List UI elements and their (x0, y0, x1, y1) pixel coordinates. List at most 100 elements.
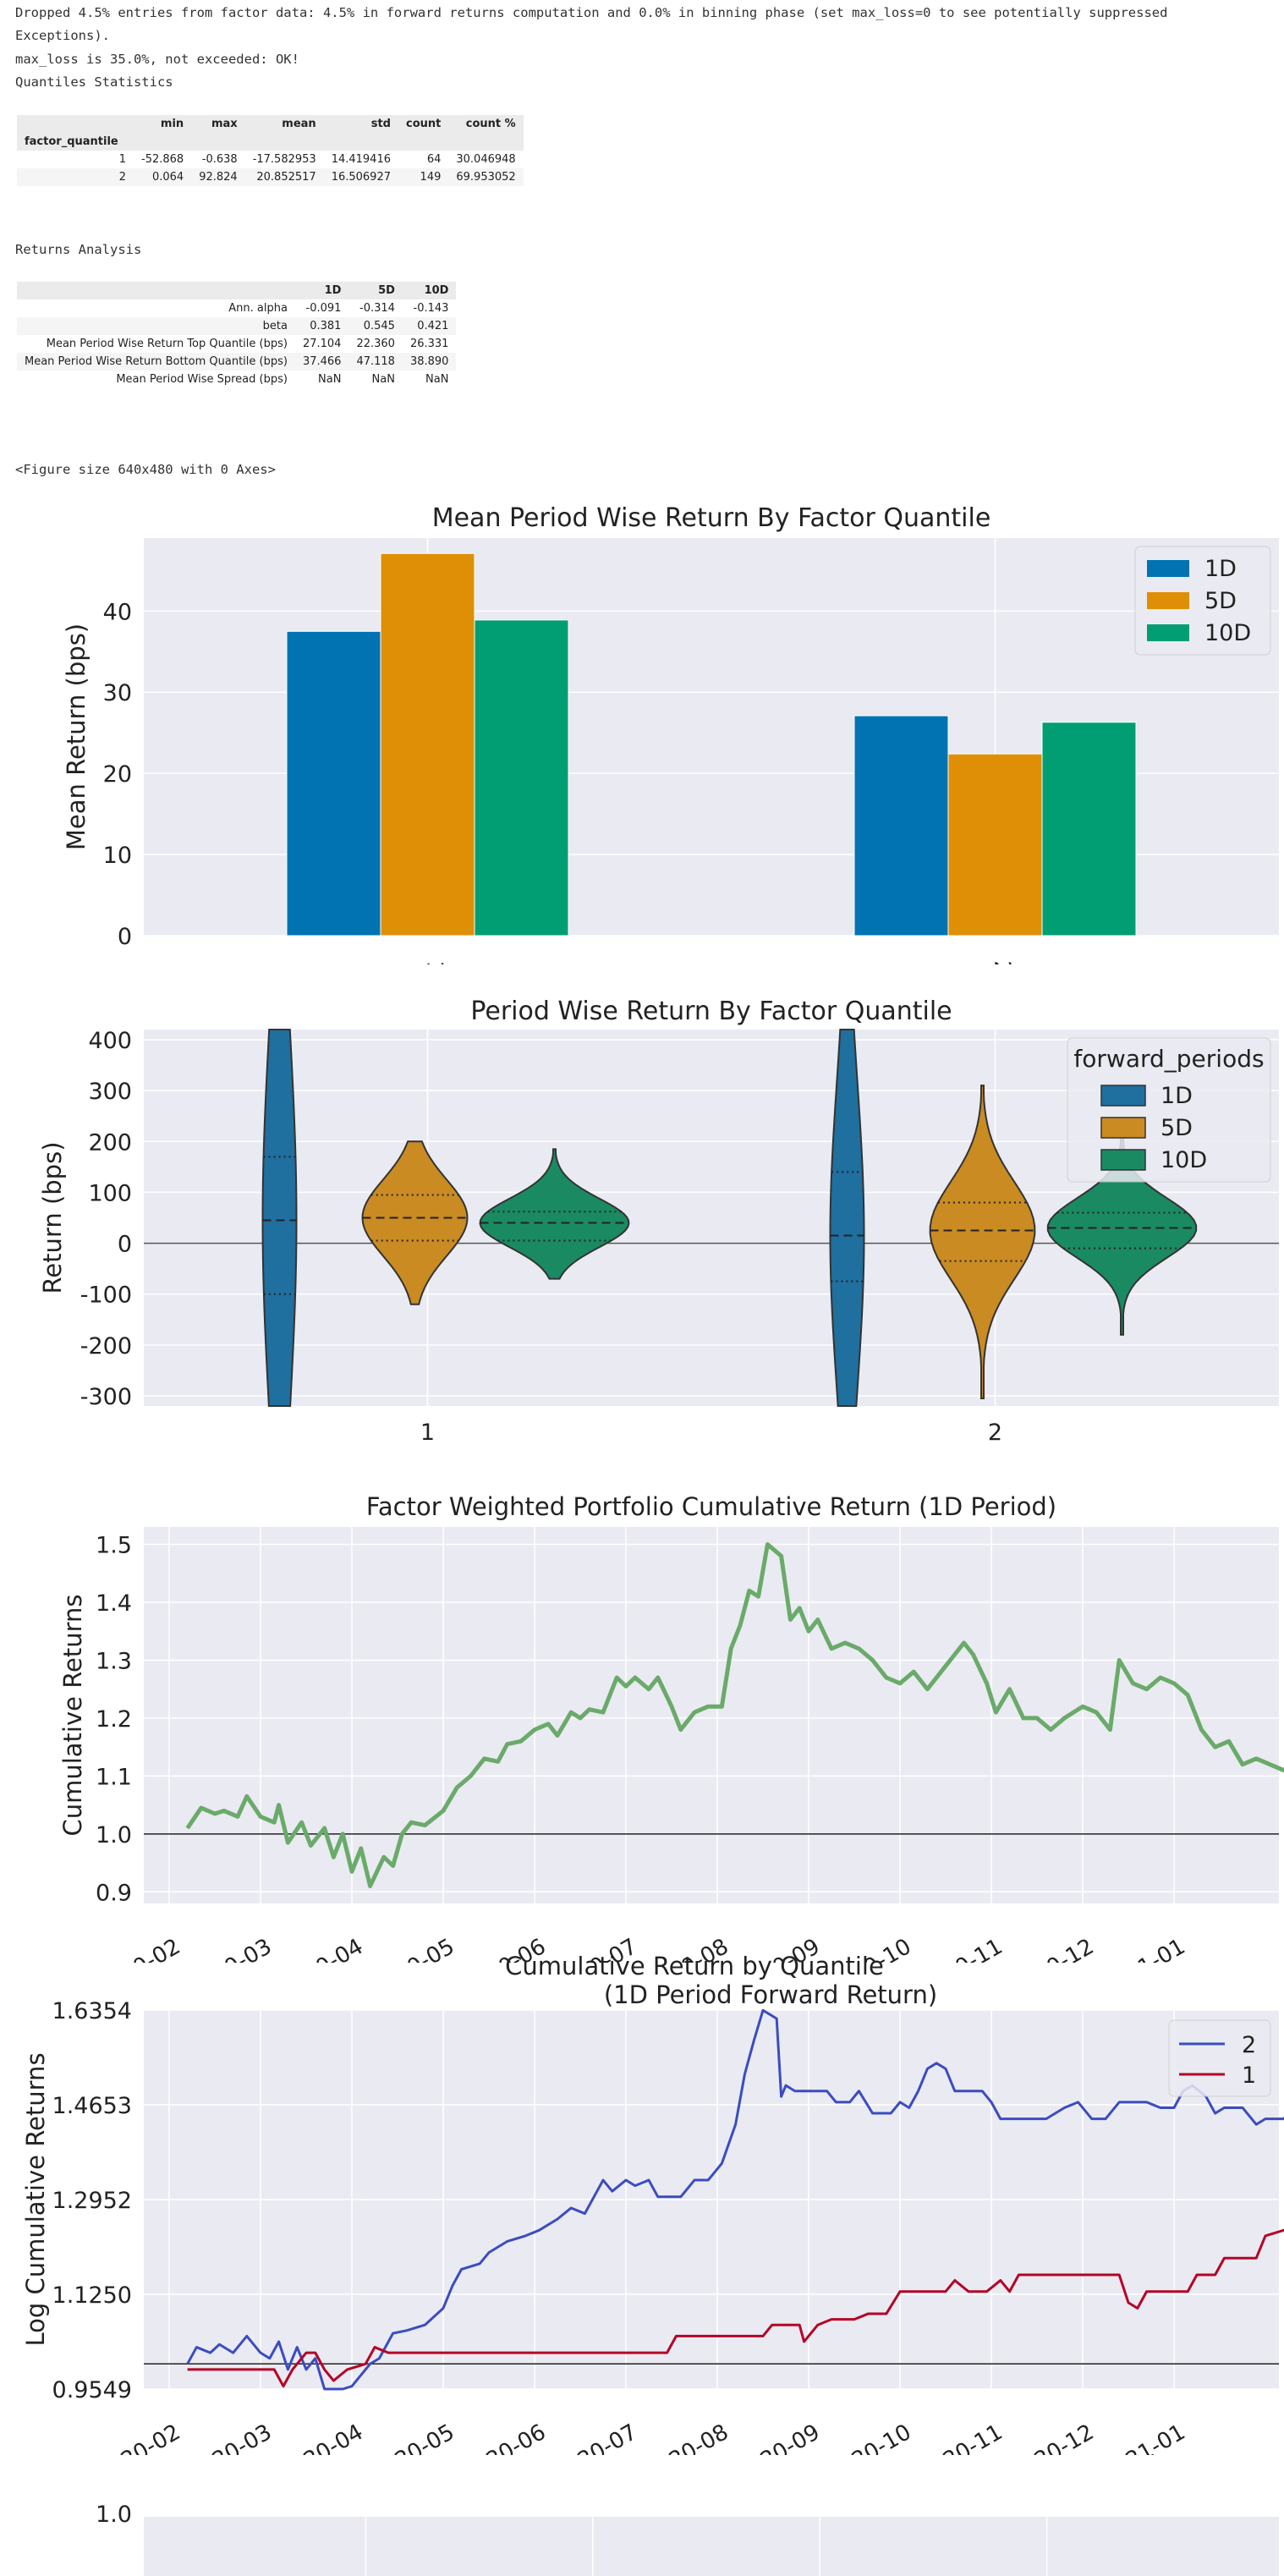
x-tick-label: 1 (422, 960, 448, 964)
table-cell: 27.104 (302, 338, 342, 350)
y-tick-label: 10 (103, 843, 132, 869)
chart-title: Cumulative Return by Quantile (505, 1956, 884, 1980)
table-cell: -17.582953 (252, 153, 316, 166)
row-index: beta (17, 317, 295, 335)
table-row: Mean Period Wise Spread (bps) NaN NaN Na… (17, 371, 456, 388)
x-tick-label: 2020-05 (366, 2419, 458, 2455)
quantile-2-line (186, 2008, 1284, 2391)
y-tick-label: 1.5 (96, 1533, 132, 1559)
legend-swatch (1147, 624, 1189, 641)
y-tick-label: 1.2 (96, 1706, 132, 1733)
legend-label: 1 (1242, 2062, 1256, 2089)
chart-title: Period Wise Return By Factor Quantile (470, 997, 952, 1026)
table-cell: -0.143 (413, 302, 449, 315)
y-tick-label: 0.9549 (52, 2377, 132, 2403)
return-violin-chart: -300 -200 -100 0 100 200 300 400 1 2 Period Wise R… (38, 997, 1279, 1446)
y-tick-label: 1.6354 (52, 1998, 132, 2024)
table-row: beta 0.381 0.545 0.421 (17, 317, 457, 335)
violin-5D-q1 (361, 1140, 469, 1305)
y-tick-label: 20 (103, 761, 132, 788)
table-cell: 0.545 (348, 317, 403, 335)
table-cell: -0.091 (305, 302, 342, 315)
x-tick-label: 2 (988, 1420, 1002, 1446)
x-tick-label: 2020-02 (92, 2419, 184, 2455)
table-cell: -52.868 (141, 153, 184, 166)
legend-title: forward_periods (1073, 1045, 1264, 1073)
partial-chart: 1.0 (96, 2502, 1279, 2576)
table-cell: 38.890 (402, 353, 457, 371)
table-cell: NaN (371, 373, 395, 386)
chart-title: Mean Period Wise Return By Factor Quanti… (432, 503, 991, 533)
col-header: std (323, 115, 398, 133)
table-cell: 92.824 (191, 168, 245, 186)
quantile-cumulative-return-chart: 0.95491.12501.29521.46531.63542020-02202… (21, 1956, 1284, 2455)
y-axis-label: Mean Return (bps) (62, 623, 91, 850)
mean-return-bar-chart: 0 10 20 30 40 1 2 Mean Period Wise Return By Fa… (62, 503, 1279, 964)
x-tick-label: 1 (420, 1420, 435, 1446)
violin-1D-q1 (261, 1029, 298, 1407)
y-tick-label: 0 (118, 1232, 132, 1258)
y-tick-label: 300 (88, 1079, 132, 1105)
legend-label: 1D (1161, 1083, 1193, 1109)
quantile-stats-table: min max mean std count count % factor_qu… (17, 115, 524, 186)
y-tick-label: 1.3 (96, 1648, 132, 1674)
legend-box (1168, 2019, 1271, 2097)
quantiles-heading: Quantiles Statistics (15, 74, 173, 90)
table-row: 2 0.064 92.824 20.852517 16.506927 149 6… (17, 168, 524, 186)
y-tick-label: 1.1 (96, 1764, 132, 1790)
table-cell: NaN (318, 373, 342, 386)
table-cell: -0.638 (201, 153, 238, 166)
table-cell: 64 (426, 153, 442, 166)
row-index: Mean Period Wise Spread (bps) (116, 373, 288, 386)
legend-label: 5D (1161, 1115, 1193, 1141)
row-index: Ann. alpha (228, 302, 288, 315)
chart-subtitle: (1D Period Forward Return) (604, 1980, 937, 2009)
x-tick-label: 2020-07 (549, 2419, 641, 2455)
x-tick-label: 2020-04 (275, 2419, 367, 2455)
row-index: 1 (118, 153, 126, 166)
returns-header-row: 1D 5D 10D (17, 282, 457, 299)
table-row: Mean Period Wise Return Top Quantile (bp… (17, 335, 456, 353)
col-header: count (398, 115, 449, 133)
plot-area (144, 2517, 1279, 2576)
table-cell: NaN (425, 373, 449, 386)
x-tick-label: 2020-09 (732, 2419, 824, 2455)
legend-box (1067, 1037, 1271, 1183)
col-header: min (134, 115, 192, 133)
table-cell: -0.314 (359, 302, 395, 315)
x-tick-label: 2020-08 (640, 2419, 733, 2455)
bar-1D-q2 (853, 715, 949, 936)
y-tick-label: -200 (80, 1333, 132, 1359)
y-tick-label: 1.2952 (52, 2188, 132, 2214)
y-tick-label: 1.1250 (52, 2282, 132, 2309)
y-tick-label: 40 (103, 599, 132, 625)
chart-title: Factor Weighted Portfolio Cumulative Ret… (366, 1492, 1056, 1521)
bar-1D-q1 (286, 630, 381, 936)
table-cell: 14.419416 (331, 153, 391, 166)
table-cell: 20.852517 (244, 168, 324, 186)
bar-10D-q2 (1041, 722, 1137, 936)
col-header: max (191, 115, 245, 133)
cumulative-return-line (185, 1542, 1284, 1888)
table-row: Ann. alpha -0.091 -0.314 -0.143 (17, 299, 456, 317)
legend-swatch (1100, 1117, 1146, 1139)
table-cell: 22.360 (356, 338, 395, 350)
y-tick-label: 400 (88, 1028, 132, 1054)
dropped-warning-line1: Dropped 4.5% entries from factor data: 4… (15, 5, 1168, 20)
legend-label: 10D (1161, 1147, 1207, 1173)
y-tick-label: 1.0 (96, 1822, 132, 1848)
table-cell: 16.506927 (323, 168, 398, 186)
y-axis-label: Cumulative Returns (58, 1594, 87, 1836)
table-row: Mean Period Wise Return Bottom Quantile … (17, 353, 457, 371)
legend-swatch (1147, 560, 1189, 577)
quantile-1-line (187, 2228, 1284, 2388)
x-tick-label: 2020-10 (823, 2419, 915, 2455)
row-index: 2 (17, 168, 134, 186)
table-cell: 26.331 (409, 338, 449, 350)
violin-10D-q1 (479, 1148, 630, 1280)
y-tick-label: 100 (88, 1180, 132, 1206)
cumulative-return-line-chart: 0.91.01.11.21.31.41.52020-022020-032020-… (58, 1492, 1284, 1963)
table-cell: 47.118 (348, 353, 403, 371)
y-tick-label: 0.9 (96, 1880, 132, 1906)
y-tick-label: 30 (103, 680, 132, 706)
